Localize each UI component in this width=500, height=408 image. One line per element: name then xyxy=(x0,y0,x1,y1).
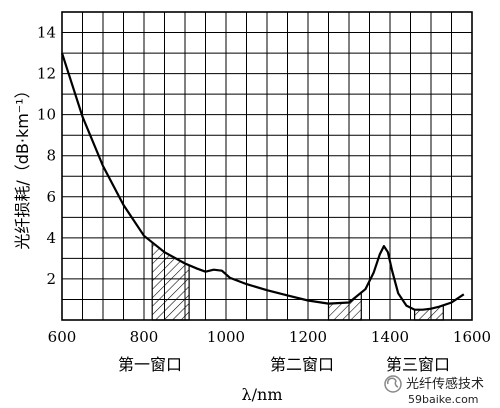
watermark-url: 59baike.com xyxy=(408,393,479,406)
loss-curve xyxy=(60,52,465,311)
x-axis-label: λ/nm xyxy=(241,385,282,404)
window-bands xyxy=(151,241,444,321)
y-tick-label: 8 xyxy=(46,147,56,165)
axis-labels: 第一窗口 第二窗口 第三窗口 λ/nm 光纤损耗/（dB·km⁻¹） xyxy=(13,82,450,404)
window-label: 第一窗口 xyxy=(118,355,182,374)
y-tick-label: 2 xyxy=(46,270,56,288)
axes xyxy=(61,11,473,321)
x-tick-label: 1400 xyxy=(371,328,409,346)
plot-frame xyxy=(61,11,473,321)
y-axis-label: 光纤损耗/（dB·km⁻¹） xyxy=(13,82,32,249)
window-band xyxy=(151,241,190,321)
watermark-logo-icon xyxy=(384,375,402,393)
watermark-name: 光纤传感技术 xyxy=(406,376,484,392)
x-tick-label: 1200 xyxy=(289,328,327,346)
grid xyxy=(61,11,473,321)
x-tick-label: 800 xyxy=(130,328,159,346)
x-tick-label: 1000 xyxy=(207,328,245,346)
window-label: 第二窗口 xyxy=(270,355,334,374)
series-layer xyxy=(60,52,465,311)
window-label: 第三窗口 xyxy=(386,355,450,374)
y-tick-label: 10 xyxy=(37,106,56,124)
watermark-logo-mark xyxy=(386,377,399,388)
x-tick-label: 1600 xyxy=(453,328,491,346)
x-tick-label: 600 xyxy=(48,328,77,346)
y-tick-label: 4 xyxy=(46,229,56,247)
tick-labels: 600 800 1000 1200 1400 1600 2 4 6 8 10 12 14 xyxy=(37,24,491,346)
y-tick-label: 14 xyxy=(37,24,56,42)
watermark: 光纤传感技术 59baike.com xyxy=(384,375,484,406)
y-tick-label: 6 xyxy=(46,188,56,206)
y-tick-label: 12 xyxy=(37,65,56,83)
